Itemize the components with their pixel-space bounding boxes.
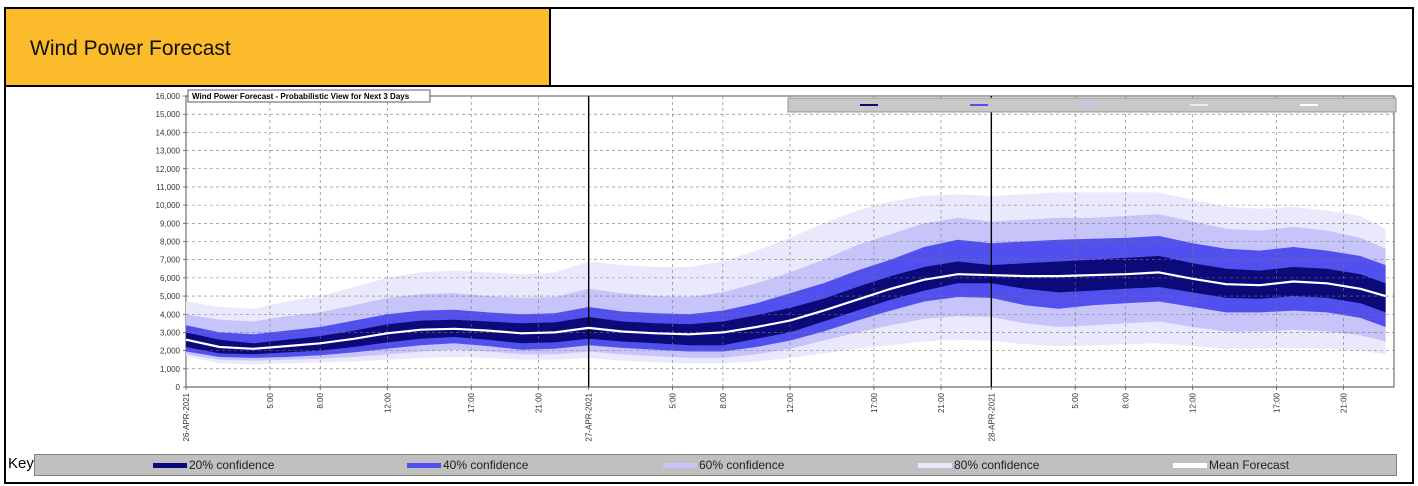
legend-swatch — [663, 462, 697, 468]
chart-title-box — [187, 89, 431, 103]
y-tick-label: 2,000 — [160, 347, 181, 356]
key-label: Key — [8, 455, 34, 472]
y-tick-label: 0 — [176, 383, 181, 392]
legend-label: 60% confidence — [699, 458, 785, 472]
legend-label: Mean Forecast — [1209, 458, 1290, 472]
x-tick-label: 5:00 — [1071, 392, 1080, 408]
x-tick-label: 27-APR-2021 — [585, 392, 594, 441]
legend-item: 20% confidence — [153, 458, 274, 472]
x-tick-label: 21:00 — [937, 392, 946, 413]
y-tick-label: 13,000 — [156, 147, 181, 156]
y-tick-label: 4,000 — [160, 310, 181, 319]
chart-title: Wind Power Forecast - Probabilistic View… — [192, 92, 410, 101]
y-tick-label: 7,000 — [160, 256, 181, 265]
y-tick-label: 10,000 — [156, 201, 181, 210]
y-tick-label: 3,000 — [160, 328, 181, 337]
legend-label: 40% confidence — [443, 458, 529, 472]
x-tick-label: 5:00 — [266, 392, 275, 408]
y-tick-label: 11,000 — [156, 183, 180, 192]
x-tick-label: 26-APR-2021 — [182, 392, 191, 441]
x-tick-label: 28-APR-2021 — [987, 392, 996, 441]
y-tick-label: 9,000 — [160, 219, 181, 228]
x-tick-label: 17:00 — [1273, 392, 1282, 413]
legend-item: 40% confidence — [407, 458, 528, 472]
legend-item: 80% confidence — [918, 458, 1039, 472]
legend-swatch — [407, 462, 441, 468]
legend-item: 60% confidence — [663, 458, 784, 472]
legend-swatch — [918, 462, 952, 468]
legend-bar: 20% confidence 40% confidence 60% confiden… — [34, 454, 1397, 476]
header-title-cell: Wind Power Forecast — [4, 7, 551, 87]
wind-forecast-chart: 0 1,000 2,000 3,000 4,000 5,000 6,000 7,000 8,00… — [156, 89, 1397, 441]
x-tick-label: 5:00 — [669, 392, 678, 408]
chart-container: 0 1,000 2,000 3,000 4,000 5,000 6,000 7,000 8,00… — [10, 88, 1408, 450]
y-tick-label: 14,000 — [156, 128, 181, 137]
x-tick-label: 12:00 — [786, 392, 795, 413]
legend-item: Mean Forecast — [1173, 458, 1289, 472]
legend-label: 80% confidence — [954, 458, 1040, 472]
y-tick-label: 8,000 — [160, 238, 181, 247]
header-empty-cell — [549, 7, 1414, 87]
y-tick-label: 16,000 — [156, 92, 181, 101]
mean-forecast-line — [185, 271, 1386, 350]
x-tick-label: 8:00 — [719, 392, 728, 408]
x-tick-label: 21:00 — [534, 392, 543, 413]
x-tick-label: 12:00 — [383, 392, 392, 413]
x-tick-label: 12:00 — [1189, 392, 1198, 413]
legend-label: 20% confidence — [189, 458, 275, 472]
legend-swatch — [153, 462, 187, 468]
page-title: Wind Power Forecast — [30, 37, 231, 60]
x-tick-label: 8:00 — [316, 392, 325, 408]
x-tick-label: 17:00 — [467, 392, 476, 413]
y-tick-label: 15,000 — [156, 110, 181, 119]
y-tick-label: 5,000 — [160, 292, 181, 301]
y-tick-label: 6,000 — [160, 274, 181, 283]
x-tick-label: 17:00 — [870, 392, 879, 413]
x-tick-label: 8:00 — [1122, 392, 1131, 408]
legend-swatch — [1173, 462, 1207, 468]
y-tick-label: 1,000 — [160, 365, 181, 374]
y-tick-label: 12,000 — [156, 165, 181, 174]
x-tick-label: 21:00 — [1340, 392, 1349, 413]
